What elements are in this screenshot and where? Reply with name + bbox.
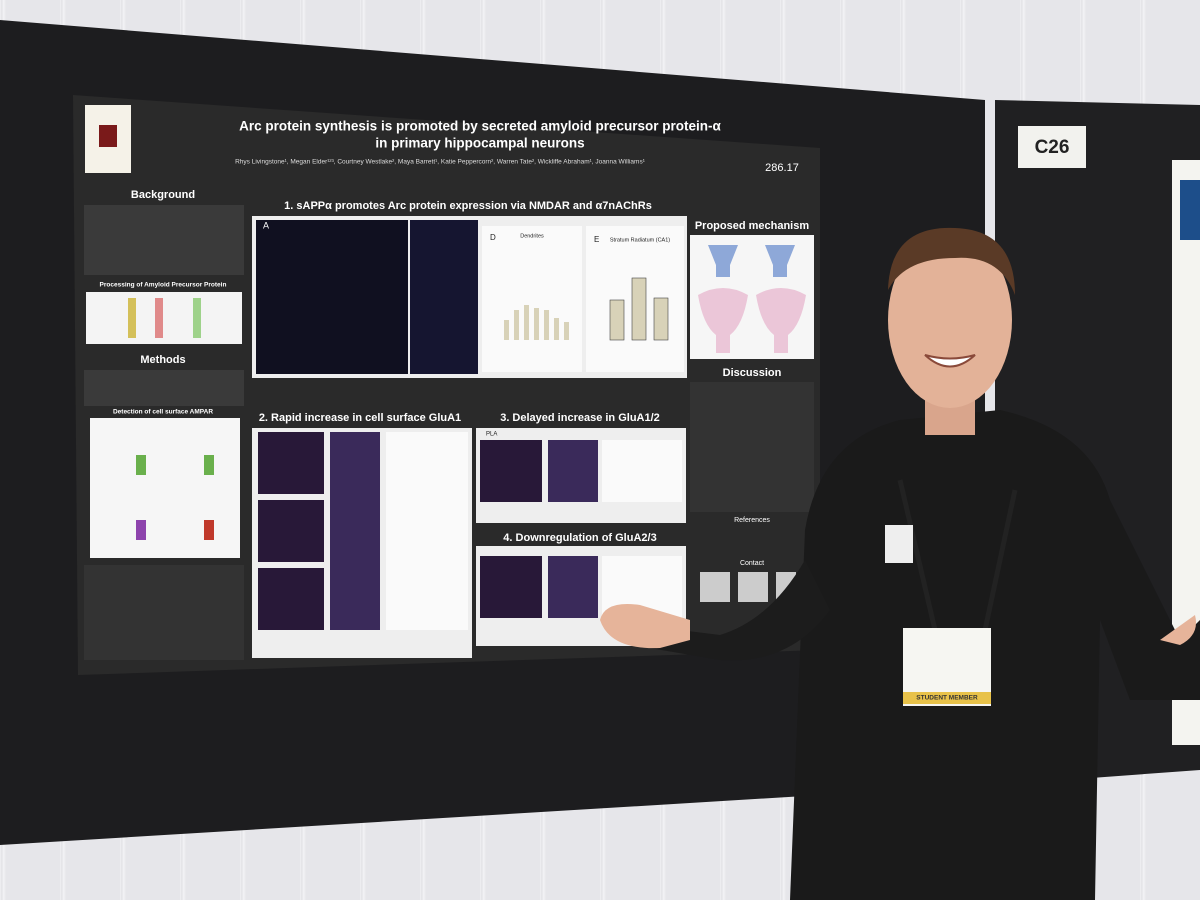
hair	[888, 227, 1015, 295]
panel-label: D	[490, 233, 496, 242]
micrograph	[480, 556, 542, 618]
poster-title: in primary hippocampal neurons	[375, 136, 584, 151]
presynapse	[708, 245, 738, 277]
badge-stripe	[903, 692, 991, 704]
section-heading: 2. Rapid increase in cell surface GluA1	[259, 412, 461, 424]
neighbor-poster-header	[1180, 180, 1200, 240]
qr-code	[700, 572, 730, 602]
bar	[653, 297, 669, 341]
text-block	[84, 565, 244, 660]
face	[888, 232, 1012, 408]
bar	[534, 308, 539, 340]
figure-shape	[128, 298, 136, 338]
section-heading: Methods	[140, 354, 185, 366]
micrograph-strip	[548, 440, 598, 502]
bar	[554, 318, 559, 340]
section-heading: 4. Downregulation of GluA2/3	[503, 532, 656, 544]
figure	[90, 418, 240, 558]
figure-shape	[136, 455, 146, 475]
smile	[924, 354, 976, 368]
poster-title: Arc protein synthesis is promoted by sec…	[239, 119, 721, 134]
board-label-card	[1018, 126, 1086, 168]
figure-shape	[204, 520, 214, 540]
hand	[1160, 615, 1196, 645]
micrograph-strip	[548, 556, 598, 618]
board-label: C26	[1035, 137, 1070, 158]
micrograph	[258, 432, 324, 494]
panel-label: PLA	[486, 432, 497, 438]
section-heading: 1. sAPPα promotes Arc protein expression…	[284, 200, 652, 212]
bar	[544, 310, 549, 340]
bar	[564, 322, 569, 340]
micrograph	[258, 500, 324, 562]
poster-number: 286.17	[765, 162, 799, 174]
bar	[609, 299, 625, 341]
section-heading: Proposed mechanism	[695, 220, 810, 232]
bar-chart	[482, 226, 582, 372]
badge-status: STUDENT MEMBER	[916, 695, 978, 702]
text-block	[84, 205, 244, 275]
figure-shape	[204, 455, 214, 475]
figure-shape	[136, 520, 146, 540]
panel-title: Stratum Radiatum (CA1)	[610, 237, 670, 243]
hand	[600, 604, 690, 649]
bar-chart	[386, 432, 468, 630]
text-block	[690, 382, 814, 512]
micrograph	[258, 568, 324, 630]
poster-authors: Rhys Livingstone¹, Megan Elder¹²³, Court…	[235, 159, 646, 166]
bar	[631, 277, 647, 341]
bar	[504, 320, 509, 340]
pin	[885, 525, 913, 563]
panel-label: E	[594, 235, 599, 244]
section-heading: Processing of Amyloid Precursor Protein	[100, 282, 227, 289]
figure-shape	[155, 298, 163, 338]
section-heading: Discussion	[723, 367, 782, 379]
section-heading: References	[734, 517, 770, 524]
micrograph	[480, 440, 542, 502]
crest	[99, 125, 117, 147]
section-heading: Background	[131, 189, 195, 201]
presynapse	[765, 245, 795, 277]
postsynapse	[698, 288, 748, 353]
section-heading: 3. Delayed increase in GluA1/2	[500, 412, 660, 424]
micrograph	[256, 220, 408, 374]
presenter: STUDENT MEMBER	[600, 227, 1200, 900]
micrograph-strip	[330, 432, 380, 630]
micrograph	[410, 220, 478, 374]
bar	[514, 310, 519, 340]
section-heading: Detection of cell surface AMPAR	[113, 409, 213, 416]
qr-code	[738, 572, 768, 602]
lanyard	[982, 489, 1018, 631]
postsynapse	[756, 288, 806, 353]
text-block	[84, 370, 244, 406]
panel-title: Dendrites	[520, 233, 544, 239]
lanyard	[897, 479, 938, 631]
section-heading: Contact	[740, 560, 764, 567]
bar	[524, 305, 529, 340]
figure-shape	[193, 298, 201, 338]
panel-label: A	[263, 220, 269, 230]
poster: Arc protein synthesis is promoted by sec…	[73, 95, 820, 675]
bar-chart	[602, 440, 682, 502]
figure	[86, 292, 242, 344]
